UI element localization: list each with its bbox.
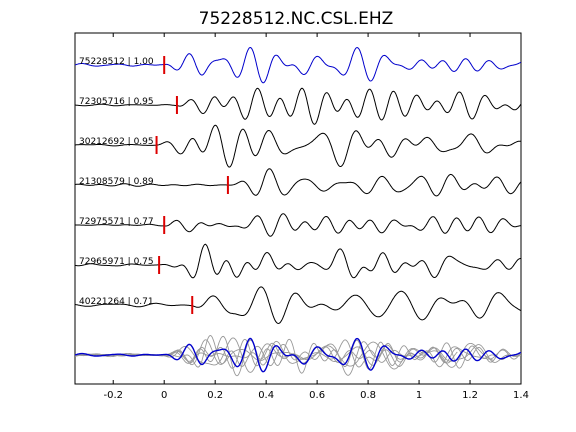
x-axis: -0.2 0 0.2 0.4 0.6 0.8 1 1.2 1.4 <box>103 33 529 401</box>
overlay-waveform <box>82 335 521 377</box>
trace-waveform <box>75 87 521 125</box>
trace-label: 72305716 | 0.95 <box>79 97 154 107</box>
trace-waveform <box>75 213 521 237</box>
trace-stack: 75228512 | 1.00 72305716 | 0.95 30212692 |… <box>75 46 521 325</box>
trace-label: 21308579 | 0.89 <box>79 177 154 187</box>
trace-waveform <box>75 286 521 325</box>
trace-waveform <box>75 46 521 84</box>
x-tick-label: 0.8 <box>360 390 376 401</box>
x-tick-label: 1.2 <box>462 390 478 401</box>
trace-label: 75228512 | 1.00 <box>79 57 154 67</box>
trace-label: 40221264 | 0.71 <box>79 297 154 307</box>
x-tick-label: 0 <box>161 390 167 401</box>
overlay-waveform <box>80 335 521 368</box>
overlay-stack <box>75 335 521 377</box>
trace-label: 30212692 | 0.95 <box>79 137 154 147</box>
chart-title: 75228512.NC.CSL.EHZ <box>199 9 394 29</box>
trace-waveform <box>75 243 521 279</box>
x-tick-label: 0.2 <box>207 390 223 401</box>
overlay-waveform <box>75 337 521 373</box>
trace-label: 72975571 | 0.77 <box>79 217 154 227</box>
x-tick-label: 0.4 <box>258 390 274 401</box>
trace-label: 72965971 | 0.75 <box>79 257 154 267</box>
x-tick-label: 1 <box>416 390 422 401</box>
x-tick-label: 0.6 <box>309 390 325 401</box>
x-tick-label: -0.2 <box>103 390 123 401</box>
trace-waveform <box>75 124 521 168</box>
trace-waveform <box>75 168 521 197</box>
x-tick-label: 1.4 <box>513 390 529 401</box>
plot-frame <box>74 32 522 385</box>
